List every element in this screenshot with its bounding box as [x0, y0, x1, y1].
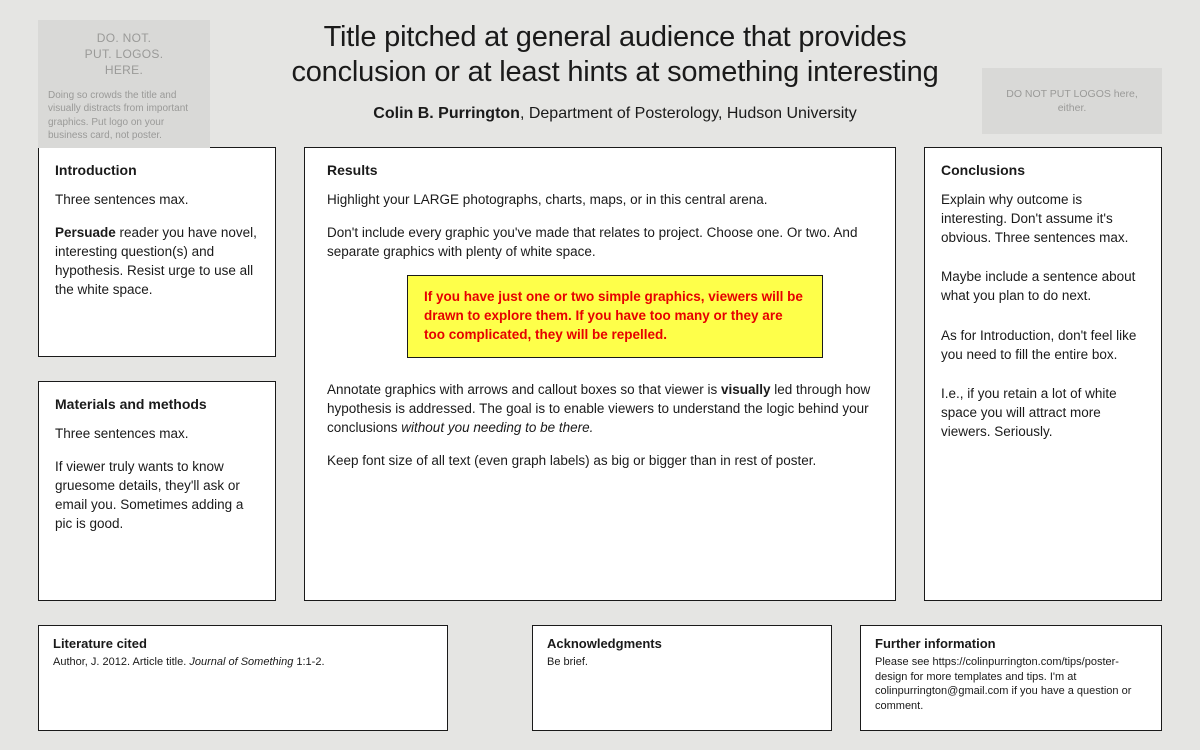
acknowledgments-box: Acknowledgments Be brief.	[532, 625, 832, 731]
results-heading: Results	[327, 162, 873, 178]
acknowledgments-text: Be brief.	[547, 655, 817, 670]
introduction-p2: Persuade reader you have novel, interest…	[55, 223, 259, 300]
results-p4: Keep font size of all text (even graph l…	[327, 451, 873, 470]
further-info-box: Further information Please see https://c…	[860, 625, 1162, 731]
literature-heading: Literature cited	[53, 636, 433, 651]
literature-text: Author, J. 2012. Article title. Journal …	[53, 655, 433, 670]
author-name: Colin B. Purrington	[373, 105, 520, 122]
center-column: Results Highlight your LARGE photographs…	[304, 147, 896, 601]
results-callout: If you have just one or two simple graph…	[407, 275, 823, 358]
further-info-heading: Further information	[875, 636, 1147, 651]
poster-byline: Colin B. Purrington, Department of Poste…	[248, 105, 982, 123]
left-column: Introduction Three sentences max. Persua…	[38, 147, 276, 601]
main-columns: Introduction Three sentences max. Persua…	[38, 147, 1162, 601]
conclusions-heading: Conclusions	[941, 162, 1145, 178]
literature-box: Literature cited Author, J. 2012. Articl…	[38, 625, 448, 731]
conclusions-p3: As for Introduction, don't feel like you…	[941, 326, 1145, 364]
poster-title: Title pitched at general audience that p…	[248, 20, 982, 91]
conclusions-p4: I.e., if you retain a lot of white space…	[941, 384, 1145, 441]
logo-placeholder-left: DO. NOT.PUT. LOGOS.HERE. Doing so crowds…	[38, 20, 210, 148]
conclusions-box: Conclusions Explain why outcome is inter…	[924, 147, 1162, 601]
right-column: Conclusions Explain why outcome is inter…	[924, 147, 1162, 601]
methods-p2: If viewer truly wants to know gruesome d…	[55, 457, 259, 534]
methods-heading: Materials and methods	[55, 396, 259, 412]
further-info-text: Please see https://colinpurrington.com/t…	[875, 655, 1147, 714]
introduction-p1: Three sentences max.	[55, 190, 259, 209]
results-p3: Annotate graphics with arrows and callou…	[327, 380, 873, 437]
results-p1: Highlight your LARGE photographs, charts…	[327, 190, 873, 209]
acknowledgments-heading: Acknowledgments	[547, 636, 817, 651]
conclusions-p1: Explain why outcome is interesting. Don'…	[941, 190, 1145, 247]
footer-row: Literature cited Author, J. 2012. Articl…	[38, 625, 1162, 731]
conclusions-p2: Maybe include a sentence about what you …	[941, 267, 1145, 305]
author-affiliation: , Department of Posterology, Hudson Univ…	[520, 105, 857, 122]
methods-p1: Three sentences max.	[55, 424, 259, 443]
introduction-heading: Introduction	[55, 162, 259, 178]
results-p2: Don't include every graphic you've made …	[327, 223, 873, 261]
methods-box: Materials and methods Three sentences ma…	[38, 381, 276, 601]
logo-placeholder-right: DO NOT PUT LOGOS here, either.	[982, 68, 1162, 134]
poster-container: DO. NOT.PUT. LOGOS.HERE. Doing so crowds…	[0, 0, 1200, 750]
results-box: Results Highlight your LARGE photographs…	[304, 147, 896, 601]
logo-right-warning: DO NOT PUT LOGOS here, either.	[992, 87, 1152, 115]
logo-left-warning: DO. NOT.PUT. LOGOS.HERE.	[48, 30, 200, 79]
introduction-box: Introduction Three sentences max. Persua…	[38, 147, 276, 357]
logo-left-note: Doing so crowds the title and visually d…	[48, 89, 200, 143]
